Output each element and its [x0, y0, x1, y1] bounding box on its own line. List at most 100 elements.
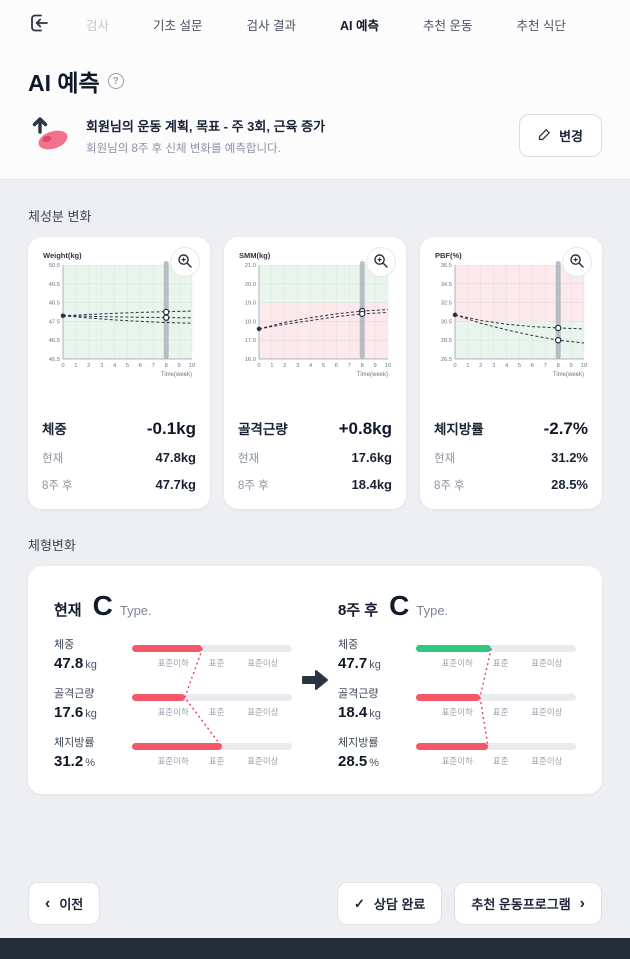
scale-labels: 표준이하 표준 표준이상 — [441, 756, 563, 766]
change-button-label: 변경 — [559, 129, 583, 144]
future-value: 18.4kg — [351, 477, 392, 492]
previous-label: 이전 — [59, 897, 84, 912]
shape-row-smm: 골격근량 17.6 kg 표준이하 표준 표준이상 — [54, 685, 292, 721]
weight-chart: 45.5 46.5 47.5 48.5 49.5 50.5 0 1 2 3 4 5 6 7 8 9 10 Time… — [43, 251, 195, 378]
body-type-suffix: Type. — [416, 603, 449, 618]
shape-row-pbf: 체지방률 28.5% 표준이하 표준 표준이상 — [338, 734, 576, 770]
chevron-right-icon: › — [579, 894, 585, 912]
scale-labels: 표준이하 표준 표준이상 — [441, 658, 563, 668]
main-content: 체성분 변화 45.5 46.5 47.5 48.5 49.5 50.5 0 1 2 3 4 5 6 7 8… — [0, 206, 630, 794]
zoom-in-icon — [373, 253, 389, 272]
current-label: 현재 — [42, 453, 64, 465]
svg-text:19.0: 19.0 — [245, 301, 256, 307]
scale-labels: 표준이하 표준 표준이상 — [441, 707, 563, 717]
weight-card: 45.5 46.5 47.5 48.5 49.5 50.5 0 1 2 3 4 5 6 7 8 9 10 Time… — [28, 237, 210, 509]
page-title-row: AI 예측 ? — [28, 48, 602, 112]
current-value: 47.8kg — [155, 450, 196, 465]
svg-text:3: 3 — [100, 363, 103, 369]
metric-name: 골격근량 — [238, 422, 288, 437]
help-icon[interactable]: ? — [107, 73, 124, 89]
future-value: 47.7kg — [155, 477, 196, 492]
top-navigation: 검사 기초 설문 검사 결과 AI 예측 추천 운동 추천 식단 — [28, 0, 602, 48]
composition-cards: 45.5 46.5 47.5 48.5 49.5 50.5 0 1 2 3 4 5 6 7 8 9 10 Time… — [28, 237, 602, 509]
svg-text:1: 1 — [466, 363, 469, 369]
svg-text:7: 7 — [152, 363, 155, 369]
scale-labels: 표준이하 표준 표준이상 — [157, 756, 279, 766]
metric-label: 골격근량 — [54, 688, 95, 700]
previous-button[interactable]: ‹ 이전 — [28, 882, 101, 925]
svg-text:49.5: 49.5 — [49, 282, 60, 288]
body-shape-current-panel: 현재 C Type. 체중 47.8 kg 표준이하 — [54, 590, 292, 770]
svg-text:45.5: 45.5 — [49, 357, 60, 363]
body-shape-future-panel: 8주 후 C Type. 체중 47.7 kg 표준이하 — [338, 590, 576, 770]
change-plan-button[interactable]: 변경 — [519, 114, 602, 157]
smm-chart: 16.0 17.0 18.0 19.0 20.0 21.0 0 1 2 3 4 5 6 7 8 9 10 Time… — [239, 251, 391, 378]
page-title: AI 예측 — [28, 70, 100, 96]
taskbar — [0, 938, 630, 959]
body-type-letter: C — [92, 590, 113, 621]
svg-text:9: 9 — [569, 363, 572, 369]
svg-text:47.5: 47.5 — [49, 319, 60, 325]
shape-row-weight: 체중 47.7 kg 표준이하 표준 표준이상 — [338, 636, 576, 672]
svg-text:2: 2 — [479, 363, 482, 369]
nav-item-recommended-diet[interactable]: 추천 식단 — [516, 18, 566, 33]
smm-chart-zoom-button[interactable] — [366, 247, 396, 277]
launch-plan-icon — [28, 112, 72, 159]
svg-text:18.0: 18.0 — [245, 319, 256, 325]
weight-chart-zoom-button[interactable] — [170, 247, 200, 277]
metric-value: 47.8 kg — [54, 655, 97, 672]
metric-delta: -0.1kg — [146, 419, 196, 438]
svg-text:3: 3 — [296, 363, 299, 369]
pbf-chart: 26.5 28.5 30.5 32.5 34.5 36.5 0 1 2 3 4 5 6 7 8 9 10 Time… — [435, 251, 587, 378]
nav-item-exam[interactable]: 검사 — [86, 18, 110, 33]
svg-text:7: 7 — [348, 363, 351, 369]
svg-text:21.0: 21.0 — [245, 263, 256, 269]
plan-banner: 회원님의 운동 계획, 목표 - 주 3회, 근육 증가 회원님의 8주 후 신… — [28, 112, 602, 159]
svg-text:30.5: 30.5 — [441, 319, 452, 325]
smm-card: 16.0 17.0 18.0 19.0 20.0 21.0 0 1 2 3 4 5 6 7 8 9 10 Time… — [224, 237, 406, 509]
svg-text:5: 5 — [126, 363, 129, 369]
pencil-icon — [538, 128, 551, 144]
svg-text:6: 6 — [531, 363, 534, 369]
future-value: 28.5% — [551, 477, 588, 492]
current-label: 현재 — [238, 453, 260, 465]
svg-text:10: 10 — [189, 363, 195, 369]
nav-items: 검사 기초 설문 검사 결과 AI 예측 추천 운동 추천 식단 — [86, 15, 566, 34]
page-header: 검사 기초 설문 검사 결과 AI 예측 추천 운동 추천 식단 AI 예측 ?… — [0, 0, 630, 180]
pbf-card: 26.5 28.5 30.5 32.5 34.5 36.5 0 1 2 3 4 5 6 7 8 9 10 Time… — [420, 237, 602, 509]
svg-text:8: 8 — [557, 363, 560, 369]
back-button[interactable] — [28, 12, 50, 37]
metric-value: 18.4 kg — [338, 704, 381, 721]
range-bar-fill — [132, 694, 185, 701]
svg-text:1: 1 — [74, 363, 77, 369]
nav-item-basic-survey[interactable]: 기초 설문 — [153, 18, 203, 33]
bottom-action-bar: ‹ 이전 ✓ 상담 완료 추천 운동프로그램 › — [28, 882, 602, 925]
metric-value: 17.6 kg — [54, 704, 97, 721]
pbf-chart-zoom-button[interactable] — [562, 247, 592, 277]
svg-text:PBF(%): PBF(%) — [435, 251, 462, 260]
range-bar-fill — [132, 645, 203, 652]
svg-text:4: 4 — [113, 363, 117, 369]
metric-label: 체지방률 — [338, 737, 379, 749]
shape-row-pbf: 체지방률 31.2% 표준이하 표준 표준이상 — [54, 734, 292, 770]
metric-value: 28.5% — [338, 753, 379, 770]
svg-text:4: 4 — [309, 363, 313, 369]
shape-row-smm: 골격근량 18.4 kg 표준이하 표준 표준이상 — [338, 685, 576, 721]
nav-item-recommended-exercise[interactable]: 추천 운동 — [422, 18, 473, 33]
range-bar-track — [132, 743, 292, 750]
svg-text:0: 0 — [453, 363, 456, 369]
check-icon: ✓ — [354, 895, 365, 911]
body-type-suffix: Type. — [119, 603, 152, 618]
metric-value: 47.7 kg — [338, 655, 381, 672]
svg-text:6: 6 — [335, 363, 338, 369]
metric-value: 31.2% — [54, 753, 95, 770]
svg-text:26.5: 26.5 — [441, 357, 452, 363]
current-value: 31.2% — [551, 450, 588, 465]
recommend-program-button[interactable]: 추천 운동프로그램 › — [454, 882, 602, 925]
metric-label: 체중 — [54, 639, 75, 651]
nav-item-exam-result[interactable]: 검사 결과 — [246, 18, 296, 33]
nav-item-ai-prediction[interactable]: AI 예측 — [339, 18, 379, 33]
panel-title: 현재 — [54, 602, 82, 619]
consult-label: 상담 완료 — [373, 897, 426, 912]
consult-complete-button[interactable]: ✓ 상담 완료 — [337, 882, 443, 925]
